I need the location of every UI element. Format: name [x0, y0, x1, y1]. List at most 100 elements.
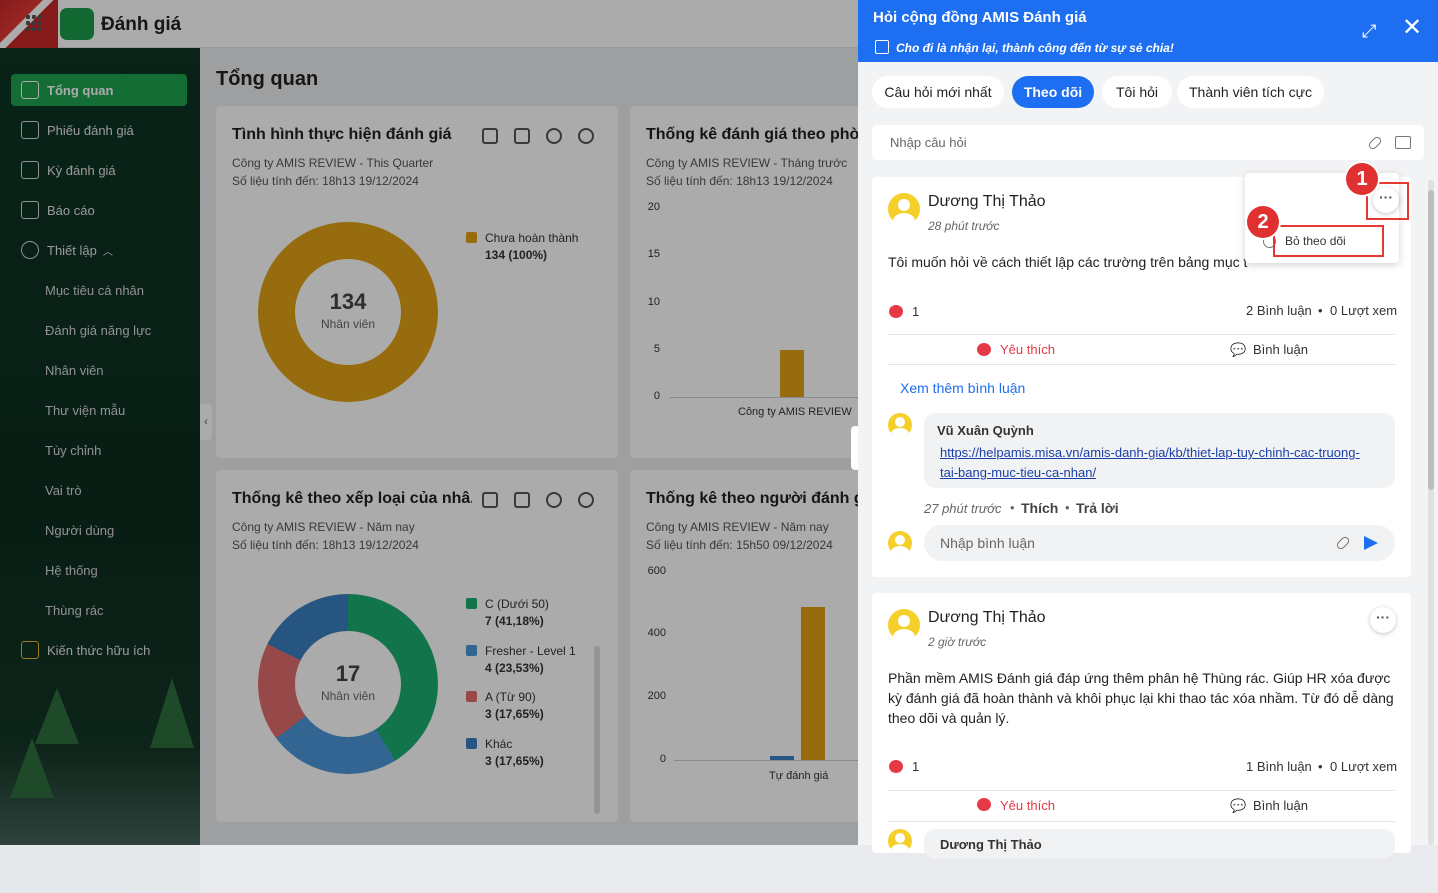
avatar: [888, 531, 912, 555]
refresh-icon[interactable]: [546, 128, 562, 144]
tab-following[interactable]: Theo dõi: [1012, 76, 1094, 108]
expand-icon[interactable]: [482, 492, 498, 508]
comment-icon: 💬: [1230, 798, 1247, 813]
card-title: Tình hình thực hiện đánh giá: [232, 126, 452, 143]
card-updated: Số liệu tính đến: 18h13 19/12/2024: [232, 174, 419, 188]
card-subtitle: Công ty AMIS REVIEW - Năm nay: [646, 520, 829, 534]
chevron-up-icon: ︿: [102, 246, 113, 258]
refresh-icon[interactable]: [546, 492, 562, 508]
export-icon[interactable]: [514, 492, 530, 508]
sidebar-sub-trash[interactable]: Thùng rác: [45, 603, 104, 618]
comment-author[interactable]: Vũ Xuân Quỳnh: [937, 423, 1034, 438]
sidebar-sub-competency[interactable]: Đánh giá năng lực: [45, 323, 152, 338]
sidebar-sub-templates[interactable]: Thư viện mẫu: [45, 403, 126, 418]
heart-icon: [889, 305, 903, 318]
like-button[interactable]: Yêu thích: [1000, 342, 1055, 357]
panel-drag-handle[interactable]: [851, 426, 860, 470]
bar: [801, 607, 825, 760]
comment-button[interactable]: Bình luận: [1253, 342, 1308, 357]
comment-count[interactable]: 1 Bình luận: [1246, 759, 1312, 774]
sidebar-item-label: Báo cáo: [47, 202, 95, 218]
link-icon[interactable]: [1335, 535, 1351, 551]
comment-link-line2[interactable]: tai-bang-muc-tieu-ca-nhan/: [940, 465, 1097, 480]
link-icon[interactable]: [1367, 135, 1383, 151]
tab-active-members[interactable]: Thành viên tích cực: [1177, 76, 1324, 108]
like-button[interactable]: Yêu thích: [1000, 798, 1055, 813]
more-options-button[interactable]: ···: [1373, 187, 1399, 213]
sidebar-sub-users[interactable]: Người dùng: [45, 523, 115, 538]
sidebar-sub-employees[interactable]: Nhân viên: [45, 363, 104, 378]
comment-bubble: Dương Thị Thảo: [924, 829, 1395, 859]
sidebar-sub-system[interactable]: Hệ thống: [45, 563, 98, 578]
legend-swatch: [466, 691, 477, 702]
comment-count[interactable]: 2 Bình luận: [1246, 303, 1312, 318]
app-launcher-icon[interactable]: [26, 15, 42, 31]
comment-link[interactable]: https://helpamis.misa.vn/amis-danh-gia/k…: [940, 443, 1360, 483]
post-author[interactable]: Dương Thị Thảo: [928, 609, 1046, 626]
tab-newest[interactable]: Câu hỏi mới nhất: [872, 76, 1004, 108]
tab-my-questions[interactable]: Tôi hỏi: [1102, 76, 1172, 108]
bar: [770, 756, 794, 760]
donut-center: 134 Nhân viên: [295, 259, 401, 365]
overlay-dim: [0, 0, 858, 845]
settings-icon[interactable]: [578, 128, 594, 144]
y-tick: 5: [653, 343, 660, 355]
legend-value: 4 (23,53%): [485, 661, 544, 675]
card-updated: Số liệu tính đến: 15h50 09/12/2024: [646, 538, 833, 552]
panel-scrollbar-thumb[interactable]: [1428, 190, 1434, 490]
sidebar-item-settings[interactable]: Thiết lập ︿: [11, 234, 187, 266]
comment-like-button[interactable]: Thích: [1021, 500, 1059, 516]
export-icon[interactable]: [514, 128, 530, 144]
comment-bubble: Vũ Xuân Quỳnh https://helpamis.misa.vn/a…: [924, 413, 1395, 488]
amis-logo: [60, 8, 94, 40]
donut-center: 17 Nhân viên: [295, 631, 401, 737]
question-input[interactable]: [872, 125, 1352, 160]
sidebar-item-overview[interactable]: Tổng quan: [11, 74, 187, 106]
sidebar-sub-customize[interactable]: Tùy chỉnh: [45, 443, 102, 458]
more-options-button[interactable]: ···: [1370, 607, 1396, 633]
donut-total: 134: [329, 289, 367, 314]
expand-icon[interactable]: [482, 128, 498, 144]
y-tick: 400: [647, 627, 666, 639]
post-card: Dương Thị Thảo 2 giờ trước ··· Phần mềm …: [872, 593, 1411, 859]
see-more-comments-link[interactable]: Xem thêm bình luận: [900, 380, 1026, 396]
app-name: Đánh giá: [101, 14, 182, 35]
y-tick: 600: [647, 565, 666, 577]
sidebar-sub-roles[interactable]: Vai trò: [45, 483, 82, 498]
settings-icon[interactable]: [578, 492, 594, 508]
close-icon[interactable]: ✕: [1402, 14, 1423, 41]
post-time: 28 phút trước: [928, 219, 1000, 233]
comment-input[interactable]: [940, 525, 1320, 561]
image-icon[interactable]: [1395, 136, 1411, 149]
dot-separator: •: [1318, 759, 1323, 774]
comment-link-line1[interactable]: https://helpamis.misa.vn/amis-danh-gia/k…: [940, 445, 1360, 460]
sidebar-item-knowledge[interactable]: Kiến thức hữu ích: [11, 634, 187, 666]
card-updated: Số liệu tính đến: 18h13 19/12/2024: [646, 174, 833, 188]
panel-scrollbar-track[interactable]: [1428, 180, 1434, 845]
legend-item: Khác 3 (17,65%): [466, 736, 544, 770]
sidebar-item-reports[interactable]: Báo cáo: [11, 194, 187, 226]
sidebar-collapse-handle[interactable]: ‹: [200, 404, 212, 440]
dot-separator: •: [1065, 500, 1070, 515]
card-subtitle: Công ty AMIS REVIEW - Năm nay: [232, 520, 415, 534]
sidebar-item-label: Kiến thức hữu ích: [47, 642, 151, 658]
post-author[interactable]: Dương Thị Thảo: [928, 193, 1046, 210]
sidebar-item-forms[interactable]: Phiếu đánh giá: [11, 114, 187, 146]
bulb-icon: [21, 641, 39, 659]
card-updated: Số liệu tính đến: 18h13 19/12/2024: [232, 538, 419, 552]
comment-reply-button[interactable]: Trả lời: [1076, 500, 1119, 516]
send-icon[interactable]: [1364, 536, 1378, 550]
comment-icon: 💬: [1230, 342, 1247, 357]
comment-button[interactable]: Bình luận: [1253, 798, 1308, 813]
heart-icon: [977, 343, 991, 356]
dot-separator: •: [1010, 500, 1015, 515]
card-subtitle: Công ty AMIS REVIEW - Tháng trước: [646, 156, 848, 170]
legend-value: 7 (41,18%): [485, 614, 544, 628]
highlight-box-unfollow: [1273, 225, 1384, 257]
expand-icon[interactable]: ⤢: [1362, 21, 1377, 41]
comment-time: 27 phút trước: [924, 501, 1002, 516]
donut-label: Nhân viên: [320, 689, 376, 703]
legend-scrollbar[interactable]: [594, 646, 600, 814]
sidebar-item-periods[interactable]: Kỳ đánh giá: [11, 154, 187, 186]
sidebar-sub-goals[interactable]: Mục tiêu cá nhân: [45, 283, 145, 298]
